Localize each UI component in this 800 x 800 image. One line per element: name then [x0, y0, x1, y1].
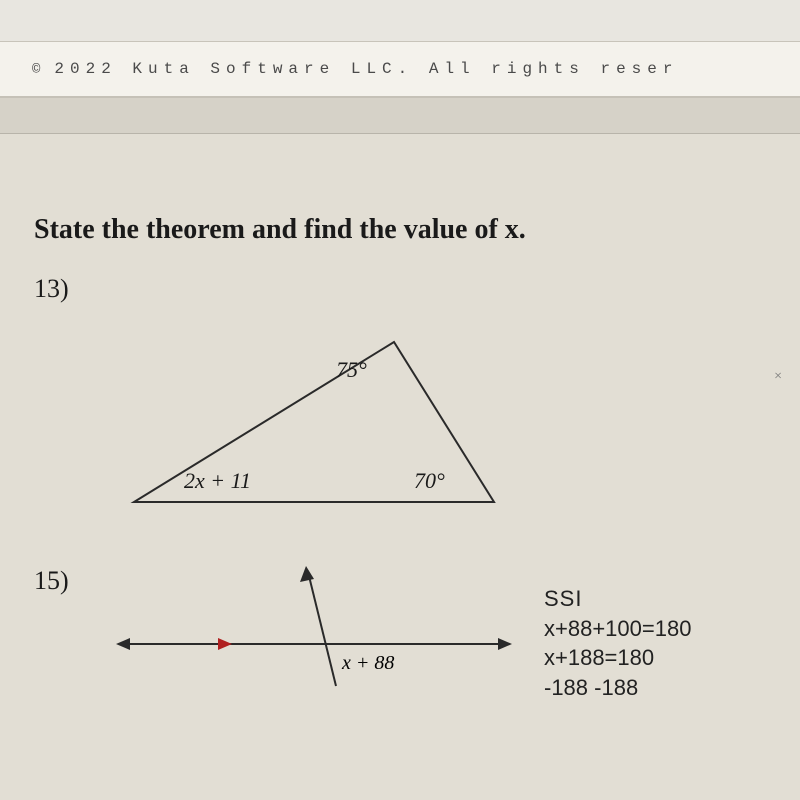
student-work: SSI x+88+100=180 x+188=180 -188 -188: [544, 584, 691, 703]
transversal-line: [308, 572, 336, 686]
stray-mark: ×: [774, 369, 782, 385]
lines-svg: [114, 566, 514, 696]
copyright-symbol: ©: [32, 62, 46, 78]
angle-expression-label: x + 88: [342, 652, 394, 675]
right-angle-label: 70°: [414, 468, 445, 494]
copyright-bar: © 2022 Kuta Software LLC. All rights rese…: [0, 42, 800, 98]
red-arrow-marker-icon: [218, 638, 232, 650]
work-line-2: x+188=180: [544, 643, 691, 673]
copyright-text: 2022 Kuta Software LLC. All rights reser: [54, 60, 678, 78]
top-blank-band: [0, 0, 800, 42]
left-arrowhead-icon: [116, 638, 130, 650]
problem-13-figure: 75° 70° 2x + 11: [104, 312, 524, 532]
problem-15-figure: x + 88: [114, 566, 514, 696]
instruction-text: State the theorem and find the value of …: [34, 214, 766, 246]
left-angle-expression: 2x + 11: [184, 468, 251, 494]
problem-15-number: 15): [34, 566, 94, 596]
up-arrowhead-icon: [300, 566, 314, 582]
worksheet-area: × State the theorem and find the value o…: [0, 134, 800, 800]
right-arrowhead-icon: [498, 638, 512, 650]
divider-band: [0, 98, 800, 134]
work-line-1: x+88+100=180: [544, 614, 691, 644]
problem-15-row: 15) x + 88 SSI x+88+100=180 x+188=180 -1…: [34, 566, 766, 703]
triangle-svg: [104, 312, 524, 532]
top-angle-label: 75°: [336, 357, 367, 383]
work-line-3: -188 -188: [544, 673, 691, 703]
problem-13-number: 13): [34, 274, 766, 304]
theorem-abbrev: SSI: [544, 584, 691, 614]
